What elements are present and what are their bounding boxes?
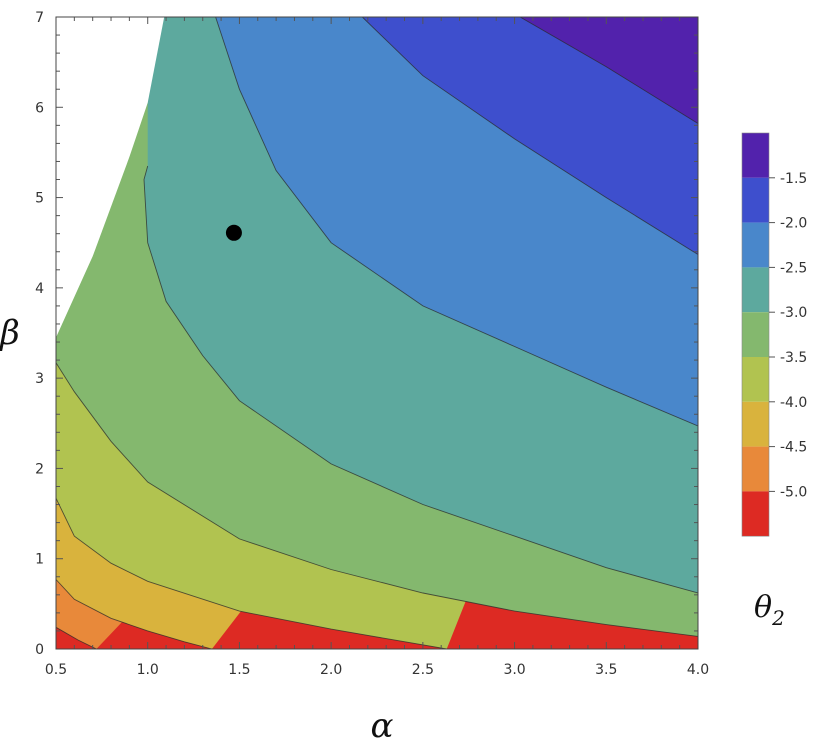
legend-swatch bbox=[742, 491, 769, 537]
x-tick-label: 2.0 bbox=[320, 662, 342, 678]
legend-swatch bbox=[742, 177, 769, 223]
legend-frame bbox=[741, 132, 770, 537]
marked-point bbox=[225, 224, 242, 241]
y-tick-label: 7 bbox=[35, 10, 44, 26]
y-tick-label: 4 bbox=[35, 281, 44, 297]
legend-swatch bbox=[742, 222, 769, 268]
legend-title-subscript: 2 bbox=[771, 606, 785, 630]
x-tick-label: 3.0 bbox=[503, 662, 525, 678]
color-legend: -1.5 -2.0 -2.5 -3.0 -3.5 -4.0 -4.5 -5.0 bbox=[741, 132, 807, 537]
contour-line bbox=[56, 579, 213, 649]
legend-label: -4.5 bbox=[780, 440, 807, 456]
legend-swatch bbox=[742, 312, 769, 357]
contour-line bbox=[361, 17, 698, 255]
undefined-region bbox=[56, 17, 165, 338]
legend-title-symbol: θ bbox=[754, 590, 772, 625]
y-tick-label: 1 bbox=[35, 552, 44, 568]
legend-swatch bbox=[742, 357, 769, 402]
legend-label: -2.5 bbox=[780, 260, 807, 276]
contour-line bbox=[56, 626, 97, 649]
legend-label: -2.0 bbox=[780, 216, 807, 232]
legend-label: -3.0 bbox=[780, 305, 807, 321]
legend-label: -1.5 bbox=[780, 171, 807, 187]
legend-swatch bbox=[742, 133, 769, 178]
contour-line bbox=[215, 17, 698, 427]
legend-label: -3.5 bbox=[780, 350, 807, 366]
y-tick-label: 5 bbox=[35, 191, 44, 207]
legend-title: θ2 bbox=[754, 590, 785, 630]
x-tick-label: 3.5 bbox=[595, 662, 617, 678]
legend-swatch bbox=[742, 401, 769, 447]
legend-swatch bbox=[742, 267, 769, 313]
contour-line bbox=[519, 17, 698, 124]
y-tick-label: 0 bbox=[35, 642, 44, 658]
y-axis-title: β bbox=[0, 313, 20, 353]
x-tick-label: 1.5 bbox=[228, 662, 250, 678]
x-axis-title: α bbox=[371, 706, 394, 746]
contour-band bbox=[362, 17, 698, 255]
legend-label: -4.0 bbox=[780, 395, 807, 411]
contour-band bbox=[520, 17, 698, 124]
contour-line bbox=[143, 165, 698, 594]
y-tick-label: 6 bbox=[35, 100, 44, 116]
legend-swatch bbox=[742, 446, 769, 492]
y-tick-label: 3 bbox=[35, 371, 44, 387]
x-tick-label: 0.5 bbox=[45, 662, 67, 678]
plot-frame bbox=[55, 16, 699, 650]
legend-label: -5.0 bbox=[780, 484, 807, 500]
contour-line bbox=[56, 362, 698, 637]
x-tick-label: 2.5 bbox=[412, 662, 434, 678]
contour-line bbox=[56, 498, 447, 649]
x-tick-label: 4.0 bbox=[687, 662, 709, 678]
y-tick-label: 2 bbox=[35, 461, 44, 477]
x-tick-label: 1.0 bbox=[137, 662, 159, 678]
